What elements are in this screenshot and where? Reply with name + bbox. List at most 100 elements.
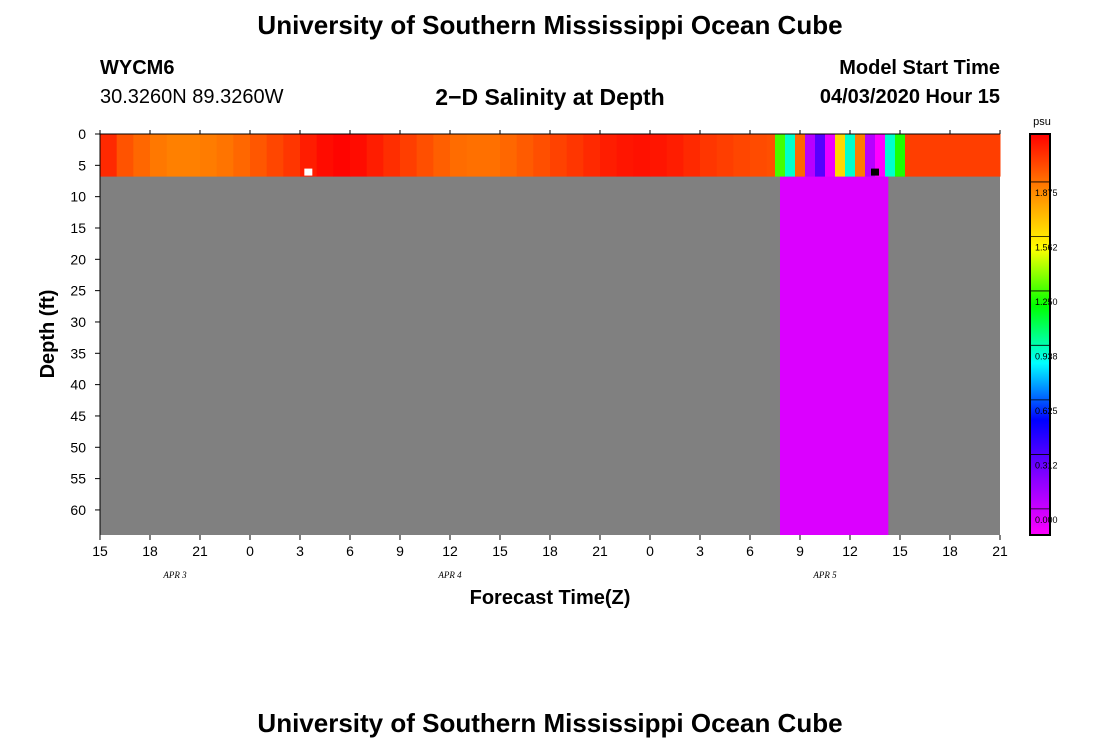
surface-cell [133,134,151,177]
surface-cell [733,134,751,177]
surface-cell [466,134,484,177]
surface-column [835,134,845,177]
colorbar: psu 1.875 1.562 1.250 0.938 0.625 0.312 0.000 [1029,116,1058,536]
main-title: University of Southern Mississippi Ocean… [257,10,843,40]
x-tick-label: 3 [296,543,304,559]
surface-cell [533,134,551,177]
surface-cell [750,134,768,177]
surface-cell [250,134,268,177]
plot-title: 2−D Salinity at Depth [435,84,665,110]
colorbar-unit: psu [1033,116,1051,128]
surface-column [805,134,815,177]
y-tick-label: 60 [70,502,86,518]
model-start-value: 04/03/2020 Hour 15 [819,86,1000,108]
surface-cell [950,134,968,177]
x-tick-label: 12 [842,543,858,559]
surface-cell [933,134,951,177]
axes: 0 5 10 15 20 25 30 35 40 45 50 55 60 15 18 21 0 3 6 9 12 15 18… [70,126,1008,580]
x-tick-label: 3 [696,543,704,559]
y-tick-label: 50 [70,439,86,455]
plot-area [100,134,1001,535]
date-label: APR 3 [162,570,187,580]
surface-cell [650,134,668,177]
surface-cell [583,134,601,177]
y-tick-label: 20 [70,251,86,267]
surface-cell [300,134,318,177]
surface-cell [716,134,734,177]
y-tick-label: 45 [70,408,86,424]
deep-column [780,134,889,535]
colorbar-rect [1029,133,1051,536]
surface-cell [383,134,401,177]
colorbar-tick-label: 0.938 [1035,351,1058,361]
y-tick-label: 5 [78,157,86,173]
surface-column [895,134,905,177]
station-coordinates: 30.3260N 89.3260W [100,86,284,108]
colorbar-tick-label: 0.000 [1035,515,1058,525]
surface-cell [333,134,351,177]
x-tick-label: 0 [246,543,254,559]
colorbar-tick-label: 0.312 [1035,460,1058,470]
x-tick-label: 15 [492,543,508,559]
surface-cell [666,134,684,177]
surface-cell [700,134,718,177]
station-id: WYCM6 [100,57,175,79]
surface-cell [516,134,534,177]
x-tick-label: 6 [346,543,354,559]
x-axis-title: Forecast Time(Z) [470,587,631,609]
x-tick-label: 18 [542,543,558,559]
surface-column [875,134,885,177]
x-tick-label: 0 [646,543,654,559]
surface-cell [366,134,384,177]
surface-cell [183,134,201,177]
y-tick-label: 40 [70,377,86,393]
surface-column [795,134,805,177]
colorbar-tick-label: 0.625 [1035,406,1058,416]
surface-column [855,134,865,177]
surface-column [845,134,855,177]
date-label: APR 5 [812,570,837,580]
surface-cell [350,134,368,177]
x-tick-label: 15 [92,543,108,559]
surface-cell [316,134,334,177]
x-tick-label: 9 [796,543,804,559]
surface-cell [966,134,984,177]
y-tick-label: 30 [70,314,86,330]
y-tick-label: 10 [70,189,86,205]
model-start-label: Model Start Time [839,57,1000,79]
surface-cell [683,134,701,177]
surface-cell [266,134,284,177]
colorbar-tick-label: 1.562 [1035,243,1058,253]
surface-cell [550,134,568,177]
surface-cell [983,134,1001,177]
surface-cell [500,134,518,177]
x-tick-label: 18 [942,543,958,559]
data-marker [304,168,313,176]
y-tick-label: 55 [70,471,86,487]
y-tick-label: 15 [70,220,86,236]
date-label: APR 4 [437,570,462,580]
x-tick-label: 21 [592,543,608,559]
y-axis-title: Depth (ft) [37,290,59,379]
surface-cell [116,134,134,177]
x-tick-label: 15 [892,543,908,559]
surface-cell [200,134,218,177]
surface-cell [616,134,634,177]
data-marker [871,168,879,176]
surface-cell [633,134,651,177]
surface-cell [566,134,584,177]
surface-cell [216,134,234,177]
surface-cell [150,134,168,177]
surface-column [815,134,825,177]
surface-column [885,134,895,177]
x-tick-label: 21 [992,543,1008,559]
surface-cell [400,134,418,177]
x-tick-label: 9 [396,543,404,559]
y-tick-label: 25 [70,283,86,299]
y-tick-label: 35 [70,345,86,361]
surface-cell [283,134,301,177]
x-tick-label: 12 [442,543,458,559]
colorbar-tick-label: 1.250 [1035,297,1058,307]
surface-cell [433,134,451,177]
